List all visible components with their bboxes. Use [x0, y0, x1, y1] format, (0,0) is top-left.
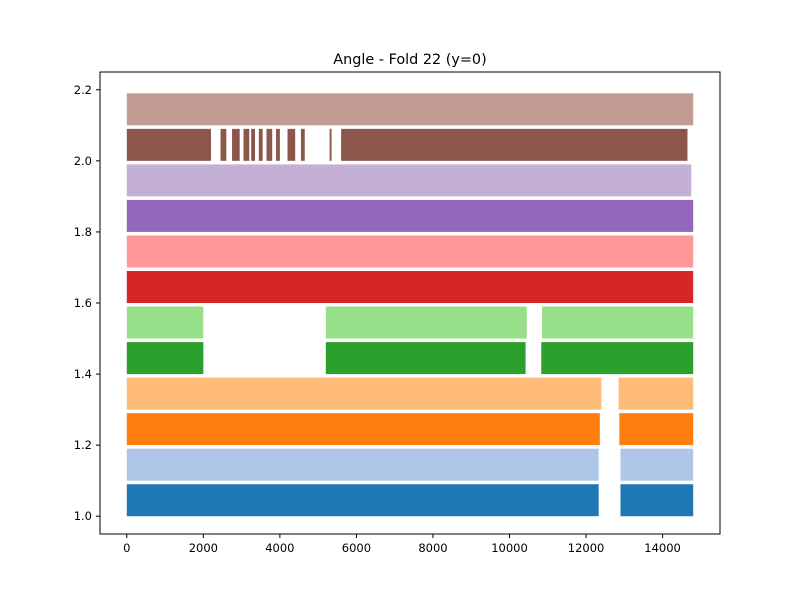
series-1-segment-0	[126, 448, 599, 481]
series-0	[126, 484, 694, 517]
series-5-segment-2	[542, 306, 694, 339]
series-10-segment-8	[287, 128, 296, 161]
series-10-segment-10	[329, 128, 332, 161]
series-8-segment-0	[126, 199, 694, 232]
x-tick-label: 4000	[265, 541, 294, 555]
series-11-segment-0	[126, 93, 694, 126]
series-0-segment-0	[126, 484, 599, 517]
series-10-segment-9	[300, 128, 305, 161]
series-3-segment-0	[126, 377, 602, 410]
y-tick-label: 1.8	[74, 225, 92, 239]
series-4-segment-0	[126, 342, 204, 375]
series-5	[126, 306, 694, 339]
series-3	[126, 377, 694, 410]
series-6	[126, 271, 694, 303]
series-1	[126, 448, 694, 481]
series-1-segment-1	[620, 448, 694, 481]
series-7-segment-0	[126, 235, 694, 268]
y-tick-label: 1.0	[74, 509, 92, 523]
series-3-segment-1	[618, 377, 694, 410]
series-10	[126, 128, 688, 161]
y-tick-label: 1.4	[74, 367, 92, 381]
series-10-segment-7	[276, 128, 280, 161]
series-7	[126, 235, 694, 268]
series-10-segment-11	[341, 128, 688, 161]
plot-frame	[99, 71, 721, 535]
series-5-segment-0	[126, 306, 204, 339]
chart-title: Angle - Fold 22 (y=0)	[333, 52, 486, 68]
x-tick-label: 6000	[342, 541, 371, 555]
series-4	[126, 342, 694, 375]
series-10-segment-4	[251, 128, 255, 161]
series-4-segment-1	[325, 342, 526, 375]
series-5-segment-1	[325, 306, 527, 339]
y-tick-label: 2.0	[74, 154, 92, 168]
series-10-segment-3	[243, 128, 250, 161]
x-tick-label: 10000	[491, 541, 528, 555]
y-tick-label: 2.2	[74, 83, 92, 97]
y-axis: 1.0 1.2 1.4 1.6 1.8 2.0 2.2	[74, 83, 100, 523]
series-10-segment-5	[258, 128, 263, 161]
plot-area-data	[126, 93, 694, 517]
x-axis: 0 2000 4000 6000 8000 10000 12000 14000	[123, 534, 681, 555]
x-tick-label: 0	[123, 541, 130, 555]
series-10-segment-2	[232, 128, 240, 161]
series-6-segment-0	[126, 271, 694, 303]
series-10-segment-1	[220, 128, 227, 161]
series-4-segment-2	[541, 342, 694, 375]
x-tick-label: 14000	[644, 541, 681, 555]
series-10-segment-0	[126, 128, 211, 161]
x-tick-label: 8000	[418, 541, 447, 555]
series-9	[126, 164, 692, 197]
y-tick-label: 1.2	[74, 438, 92, 452]
series-8	[126, 199, 694, 232]
series-2-segment-0	[126, 413, 600, 446]
x-tick-label: 12000	[568, 541, 605, 555]
series-11	[126, 93, 694, 126]
x-tick-label: 2000	[189, 541, 218, 555]
y-tick-label: 1.6	[74, 296, 92, 310]
series-10-segment-6	[266, 128, 273, 161]
series-2-segment-1	[619, 413, 694, 446]
series-0-segment-1	[620, 484, 694, 517]
series-9-segment-0	[126, 164, 692, 197]
series-2	[126, 413, 694, 446]
